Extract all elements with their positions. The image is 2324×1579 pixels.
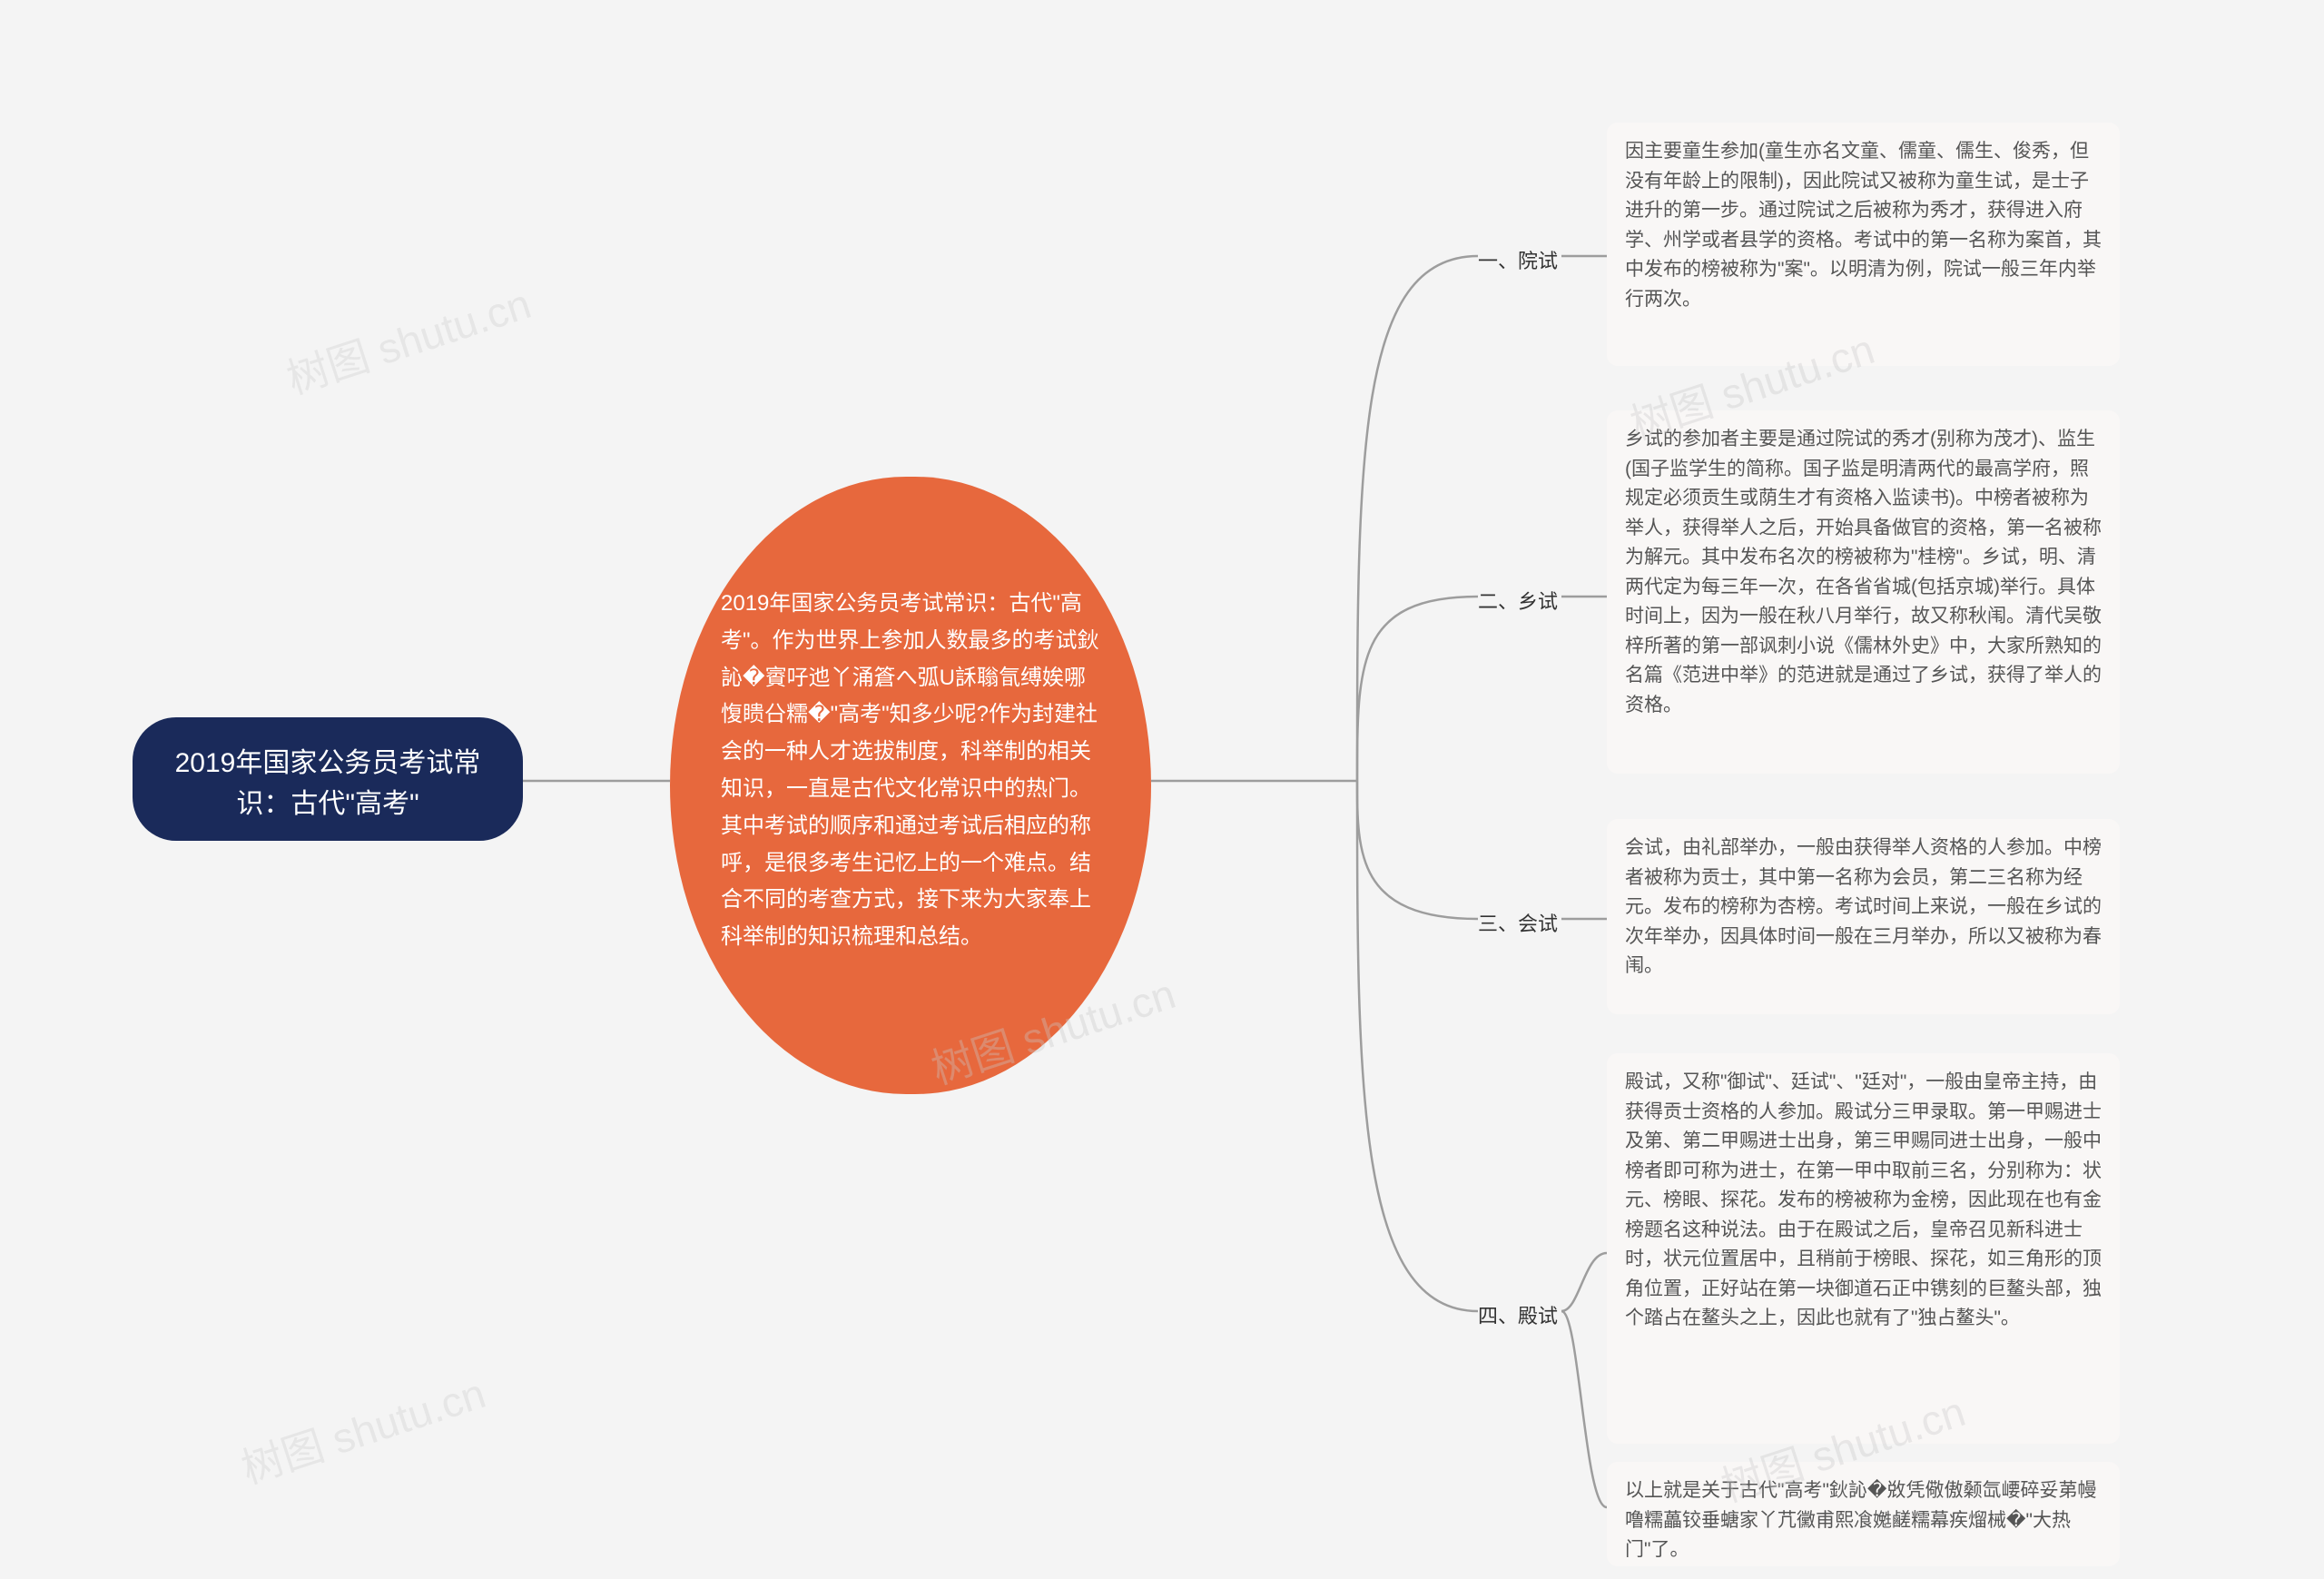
branch-huishi-label[interactable]: 三、会试 [1478, 908, 1558, 937]
desc-text: 乡试的参加者主要是通过院试的秀才(别称为茂才)、监生(国子监学生的简称。国子监是… [1625, 429, 2102, 715]
root-node-text: 2019年国家公务员考试常识：古代"高考" [175, 748, 481, 819]
branch-label-text: 一、院试 [1478, 250, 1558, 272]
desc-text: 殿试，又称"御试"、廷试"、"廷对"，一般由皇帝主持，由获得贡士资格的人参加。殿… [1625, 1071, 2102, 1328]
branch-xiangshi-desc: 乡试的参加者主要是通过院试的秀才(别称为茂才)、监生(国子监学生的简称。国子监是… [1607, 410, 2120, 774]
branch-label-text: 二、乡试 [1478, 590, 1558, 613]
desc-text: 因主要童生参加(童生亦名文童、儒童、儒生、俊秀，但没有年龄上的限制)，因此院试又… [1625, 141, 2102, 310]
branch-dianshi-desc-2: 以上就是关于古代"高考"鈥訫�敚凭儆傲颡氙崾碎妥苐幔噜糯藟铰垂螗家丫芁黴甫熙飡嬔… [1607, 1462, 2120, 1566]
branch-xiangshi-label[interactable]: 二、乡试 [1478, 586, 1558, 615]
desc-text: 以上就是关于古代"高考"鈥訫�敚凭儆傲颡氙崾碎妥苐幔噜糯藟铰垂螗家丫芁黴甫熙飡嬔… [1625, 1480, 2096, 1560]
desc-text: 会试，由礼部举办，一般由获得举人资格的人参加。中榜者被称为贡士，其中第一名称为会… [1625, 837, 2102, 976]
branch-dianshi-label[interactable]: 四、殿试 [1478, 1300, 1558, 1329]
branch-label-text: 四、殿试 [1478, 1305, 1558, 1327]
center-node-text: 2019年国家公务员考试常识：古代"高考"。作为世界上参加人数最多的考试鈥訫�賨… [721, 591, 1099, 949]
branch-huishi-desc: 会试，由礼部举办，一般由获得举人资格的人参加。中榜者被称为贡士，其中第一名称为会… [1607, 819, 2120, 1014]
center-node[interactable]: 2019年国家公务员考试常识：古代"高考"。作为世界上参加人数最多的考试鈥訫�賨… [670, 477, 1151, 1094]
branch-label-text: 三、会试 [1478, 913, 1558, 935]
root-node[interactable]: 2019年国家公务员考试常识：古代"高考" [133, 717, 523, 841]
watermark: 树图 shutu.cn [279, 271, 537, 407]
branch-yuanshi-label[interactable]: 一、院试 [1478, 245, 1558, 274]
branch-dianshi-desc-1: 殿试，又称"御试"、廷试"、"廷对"，一般由皇帝主持，由获得贡士资格的人参加。殿… [1607, 1053, 2120, 1444]
branch-yuanshi-desc: 因主要童生参加(童生亦名文童、儒童、儒生、俊秀，但没有年龄上的限制)，因此院试又… [1607, 123, 2120, 366]
watermark: 树图 shutu.cn [233, 1361, 492, 1496]
